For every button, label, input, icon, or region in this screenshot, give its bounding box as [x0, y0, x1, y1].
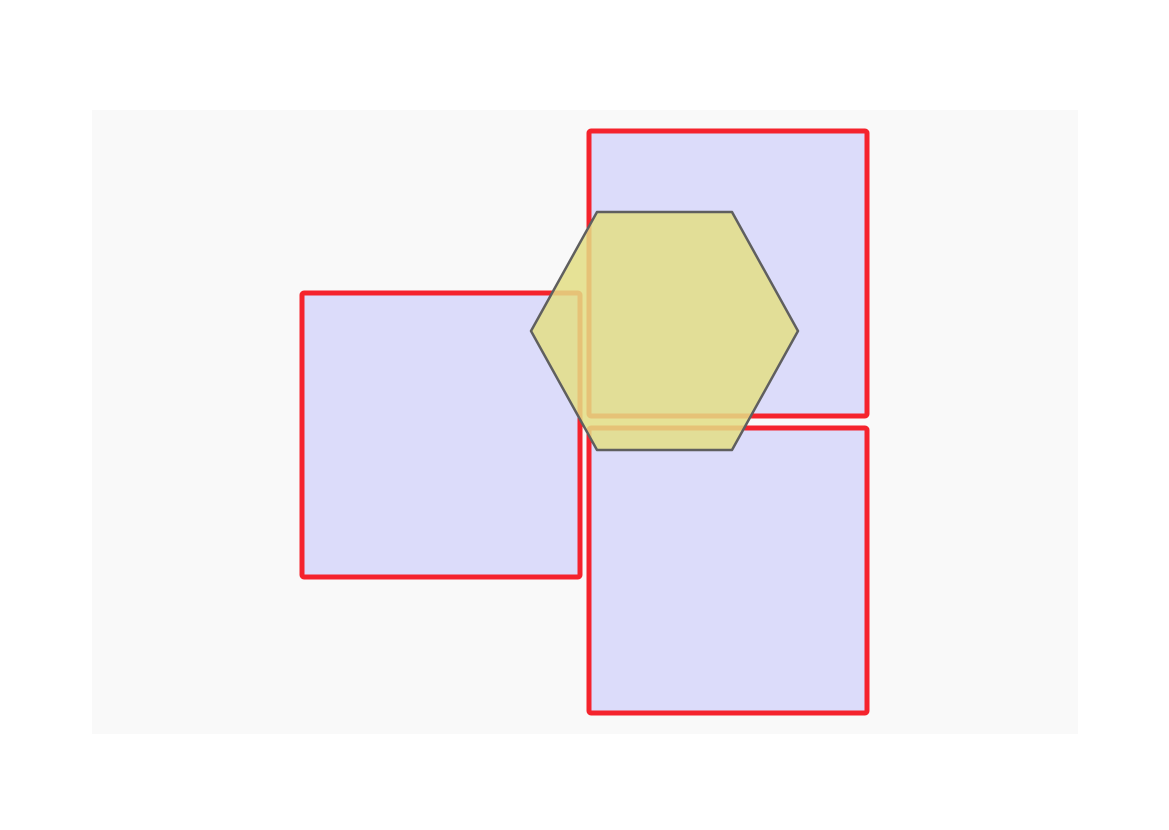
left-square [299, 290, 583, 580]
bottom-right-square [586, 425, 870, 716]
center-hexagon [529, 210, 800, 452]
